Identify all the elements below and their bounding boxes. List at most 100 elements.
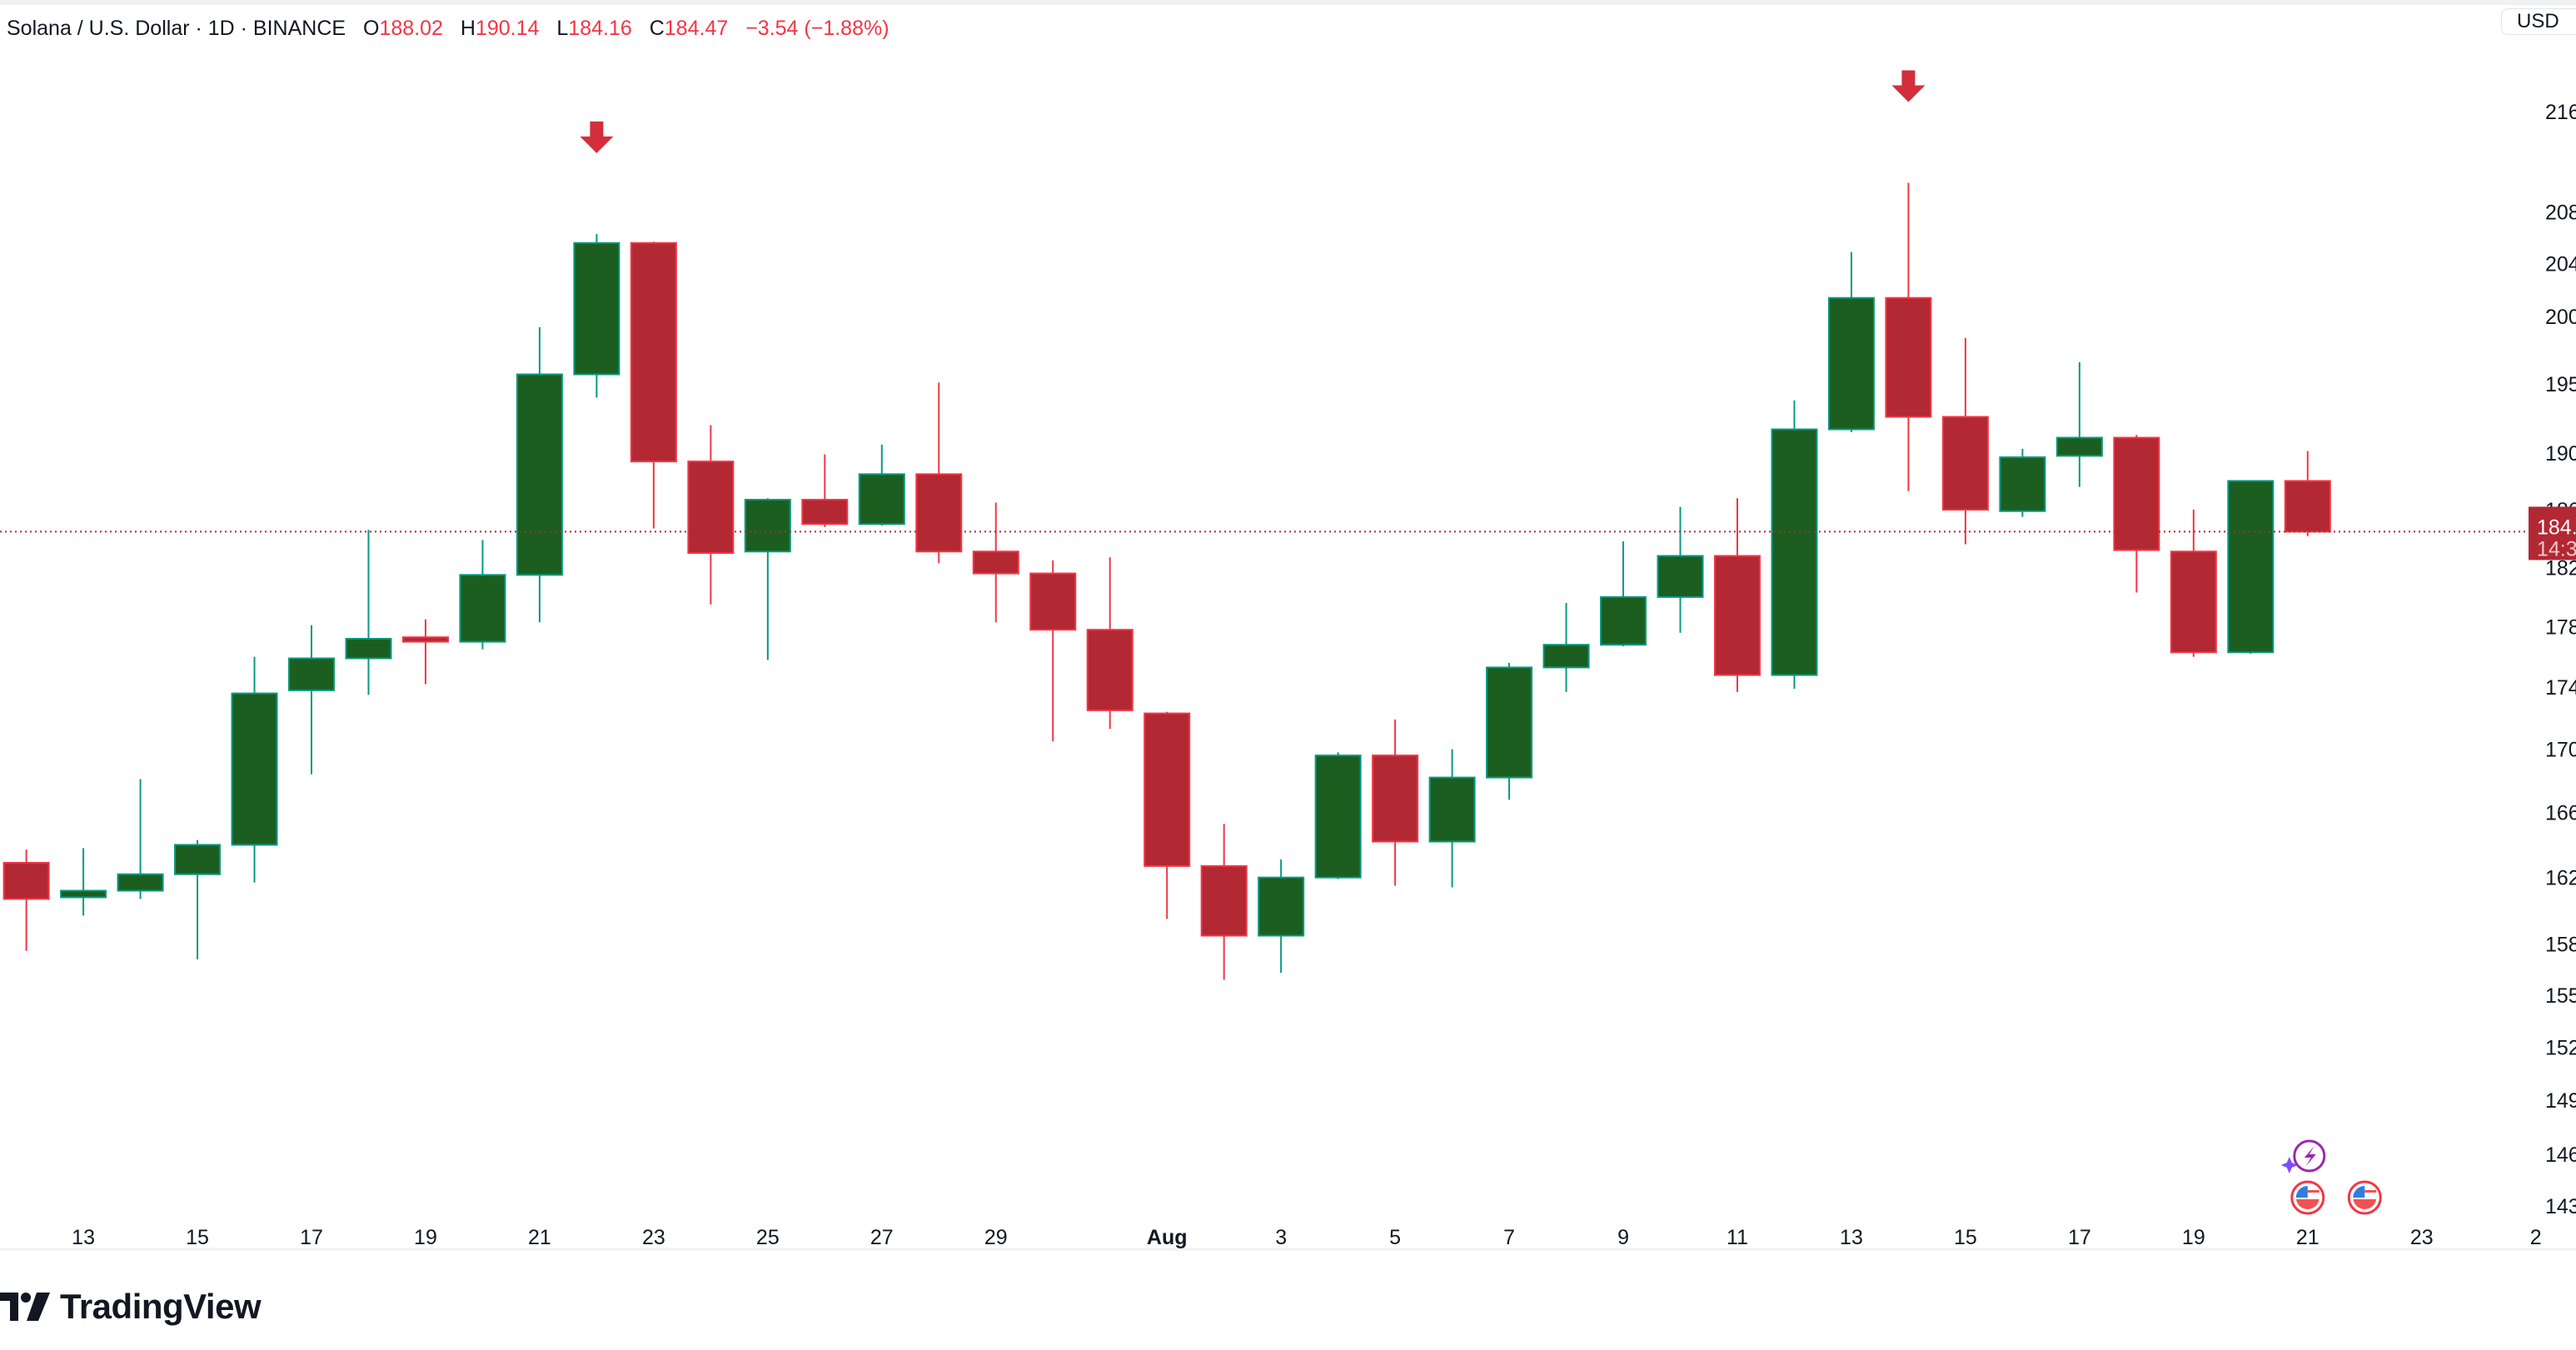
price-tick-label: 162.00 (2545, 867, 2576, 890)
candle-down (687, 425, 735, 605)
price-tick-label: 200.00 (2545, 306, 2576, 329)
flag-canton (2295, 1186, 2308, 1198)
tradingview-logo[interactable]: TradingView (0, 1287, 262, 1327)
time-tick-label: 21 (2296, 1226, 2319, 1249)
price-tick-label: 182.00 (2545, 557, 2576, 580)
candle-body (1657, 555, 1704, 598)
top-border (0, 0, 2576, 5)
tradingview-logo-icon (0, 1293, 50, 1321)
sell-arrow-down-icon (1891, 70, 1926, 102)
candle-down (801, 454, 849, 527)
high-value: 190.14 (475, 17, 540, 40)
price-tick-label: 190.00 (2545, 442, 2576, 466)
open-label: O (363, 17, 380, 40)
candle-body (345, 637, 392, 660)
low-label: L (556, 17, 569, 40)
candle-up (2227, 480, 2275, 655)
candle-up (459, 540, 506, 650)
time-tick-label: 27 (870, 1226, 894, 1249)
open-value: 188.02 (379, 17, 443, 40)
symbol-title[interactable]: Solana / U.S. Dollar · 1D · BINANCE (7, 17, 346, 40)
candle-body (2113, 436, 2160, 551)
price-axis[interactable]: 216.00208.00204.00200.00195.00190.00186.… (2545, 101, 2576, 1218)
candle-down (1941, 337, 1989, 545)
flag-stripe (2307, 1190, 2319, 1193)
time-tick-label: 21 (528, 1226, 551, 1249)
flag-stripe (2353, 1197, 2377, 1199)
candle-body (630, 242, 677, 463)
candle-body (1714, 555, 1761, 676)
price-tick-label: 146.00 (2545, 1143, 2576, 1167)
candle-body (972, 550, 1019, 575)
tradingview-logo-text: TradingView (60, 1287, 262, 1326)
candle-up (1771, 400, 1818, 690)
price-tick-label: 174.00 (2545, 676, 2576, 700)
candle-body (1827, 296, 1875, 431)
candle-body (2227, 480, 2275, 654)
time-tick-label: 13 (72, 1226, 95, 1249)
price-tick-label: 195.00 (2545, 373, 2576, 396)
time-tick-label: 17 (300, 1226, 323, 1249)
candle-up (1600, 541, 1647, 646)
price-tick-label: 158.00 (2545, 934, 2576, 957)
price-tick-label: 155.00 (2545, 984, 2576, 1008)
candle-body (1771, 428, 1818, 676)
price-tick-label: 149.00 (2545, 1089, 2576, 1113)
price-tick-label: 170.00 (2545, 739, 2576, 762)
candle-body (1486, 666, 1533, 779)
candle-up (1999, 448, 2046, 517)
candle-body (1258, 876, 1305, 937)
last-price-badge (2529, 506, 2576, 560)
candle-down (1372, 720, 1419, 886)
us-flag-event-icon (2290, 1180, 2325, 1215)
candle-body (2055, 436, 2103, 457)
candle-up (1542, 602, 1590, 692)
high-label: H (460, 17, 476, 40)
flag-stripes (2295, 1198, 2319, 1209)
time-tick-label: 11 (1726, 1226, 1748, 1249)
time-tick-label: 23 (642, 1226, 665, 1249)
candle-down (2113, 435, 2160, 593)
candle-up (858, 444, 905, 526)
candle-up (1314, 752, 1362, 879)
close-label: C (649, 17, 665, 40)
time-tick-label: 15 (186, 1226, 209, 1249)
candle-body (573, 242, 620, 376)
candle-body (459, 574, 506, 643)
currency-button[interactable]: USD (2501, 8, 2576, 35)
candle-body (1029, 572, 1077, 631)
price-tick-label: 166.00 (2545, 802, 2576, 825)
time-tick-label: 15 (1954, 1226, 1977, 1249)
close-value: 184.47 (664, 17, 729, 40)
markers (580, 70, 1926, 153)
time-tick-label: 5 (1389, 1226, 1401, 1249)
price-tick-label: 178.00 (2545, 616, 2576, 640)
time-axis[interactable]: 13 15 17 19 21 23 25 27 29 Aug 3 5 7 9 11 13 15 17 19 21 23 2 (72, 1226, 2541, 1249)
candle-body (687, 461, 735, 555)
time-tick-label: 3 (1275, 1226, 1287, 1249)
candle-body (2170, 550, 2217, 654)
price-tick-label: 204.00 (2545, 253, 2576, 276)
time-tick-label: 2 (2530, 1226, 2542, 1249)
time-tick-label: 23 (2410, 1226, 2434, 1249)
candle-body (1314, 755, 1362, 879)
candle-up (573, 233, 620, 398)
flag-stripe (2364, 1190, 2377, 1193)
candle-body (1542, 644, 1590, 669)
candle-body (858, 473, 905, 526)
candle-down (2284, 451, 2331, 536)
sparkle-icon (2280, 1157, 2298, 1173)
candle-down (2, 849, 50, 951)
price-tick-label: 143.20 (2545, 1195, 2576, 1218)
candle-down (1714, 498, 1761, 692)
candle-down (2170, 510, 2217, 657)
candle-body (60, 889, 107, 899)
candle-body (1372, 755, 1419, 843)
flag-canton (2353, 1186, 2365, 1198)
candle-down (972, 502, 1019, 623)
time-tick-label: 13 (1840, 1226, 1863, 1249)
candle-body (1428, 776, 1476, 843)
time-tick-label: 19 (414, 1226, 437, 1249)
time-tick-label: 7 (1503, 1226, 1515, 1249)
